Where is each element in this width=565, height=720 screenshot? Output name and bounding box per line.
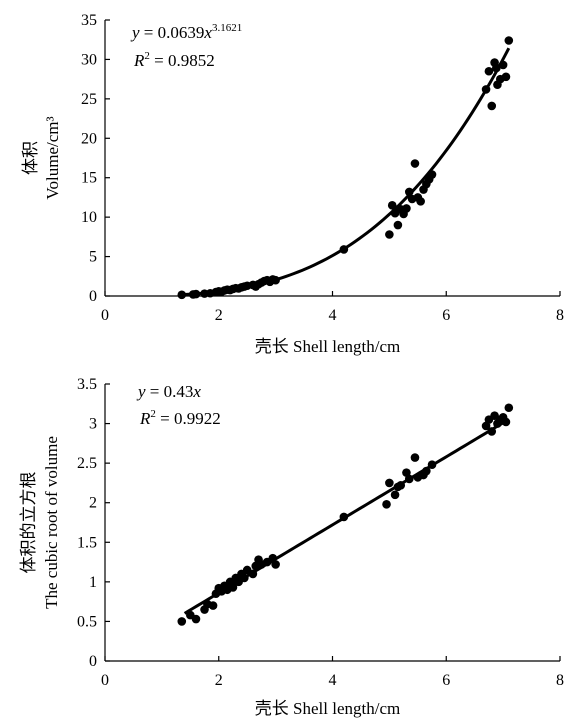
data-point [427,460,437,470]
y-tick-label: 35 [81,12,97,29]
chart-2: 0 0.5 1 1.5 2 2.5 3 3.5 0 2 4 6 8 壳长 Shell length/cm 体… [19,376,564,718]
x-tick-label: 4 [329,672,337,689]
data-point [410,159,420,168]
data-point [390,490,400,500]
y-tick-label: 25 [81,91,97,108]
data-point [487,427,497,436]
data-point [387,201,397,210]
y-axis-title-cn: 体积 [21,141,40,175]
x-tick-label: 8 [556,307,564,324]
y-axis-title-en: Volume/cm³ [43,116,62,199]
y-tick-label: 1.5 [77,534,97,551]
data-point [191,289,201,299]
trend-line [184,47,511,297]
regression-equation: y = 0.0639x3.1621 [130,22,242,42]
y-tick-label: 10 [81,209,97,226]
data-point [504,36,514,45]
data-point [271,275,280,285]
r-squared: R2 = 0.9852 [133,50,215,70]
data-point [422,466,431,476]
y-tick-label: 0 [89,288,97,305]
data-point [404,474,414,484]
y-tick-label: 3 [89,416,97,433]
x-tick-label: 0 [101,307,109,324]
y-tick-label: 5 [89,249,97,266]
y-tick-label: 1 [89,574,97,591]
data-point [416,197,425,206]
y-tick-label: 3.5 [77,376,97,393]
data-point [382,499,391,509]
y-tick-label: 15 [81,170,97,187]
data-point [427,170,437,179]
data-point [404,187,414,197]
y-tick-label: 0 [89,653,97,670]
data-point [498,60,508,70]
data-point [492,63,501,73]
x-tick-label: 2 [215,672,223,689]
r-squared: R2 = 0.9922 [139,408,221,428]
data-point [177,617,187,626]
x-axis-title: 壳长 Shell length/cm [255,337,400,356]
y-axis-title-cn: 体积的立方根 [19,472,38,574]
x-tick-label: 2 [215,307,223,324]
y-tick-label: 0.5 [77,613,97,630]
x-tick-label: 6 [442,307,450,324]
data-point [191,614,201,624]
x-axis-title: 壳长 Shell length/cm [255,699,400,718]
data-point [177,290,187,300]
data-point [487,101,497,111]
x-tick-label: 6 [442,672,450,689]
data-point [501,417,511,427]
data-point [396,481,406,490]
data-point [339,512,349,522]
y-tick-label: 2 [89,495,97,512]
data-point [484,66,494,76]
data-point [339,245,349,254]
x-tick-label: 8 [556,672,564,689]
regression-equation: y = 0.43x [136,382,201,401]
chart-1: 0 5 10 15 20 25 30 35 0 2 4 6 8 壳长 Shell length/cm 体积 V… [21,12,564,356]
data-point [481,85,491,94]
x-tick-label: 0 [101,672,109,689]
data-point [208,601,218,610]
data-point [385,478,394,488]
data-point [248,569,258,579]
data-point [240,573,249,583]
y-axis-title-en: The cubic root of volume [42,436,61,609]
data-point [393,220,403,230]
x-tick-label: 4 [329,307,337,324]
data-point [501,72,511,82]
y-tick-label: 30 [81,51,97,68]
data-point [410,453,420,462]
data-point [504,403,514,413]
data-point [402,204,411,213]
y-tick-label: 2.5 [77,455,97,472]
data-point [385,230,394,239]
data-point [271,560,280,569]
data-point [228,583,238,592]
y-tick-label: 20 [81,130,97,147]
